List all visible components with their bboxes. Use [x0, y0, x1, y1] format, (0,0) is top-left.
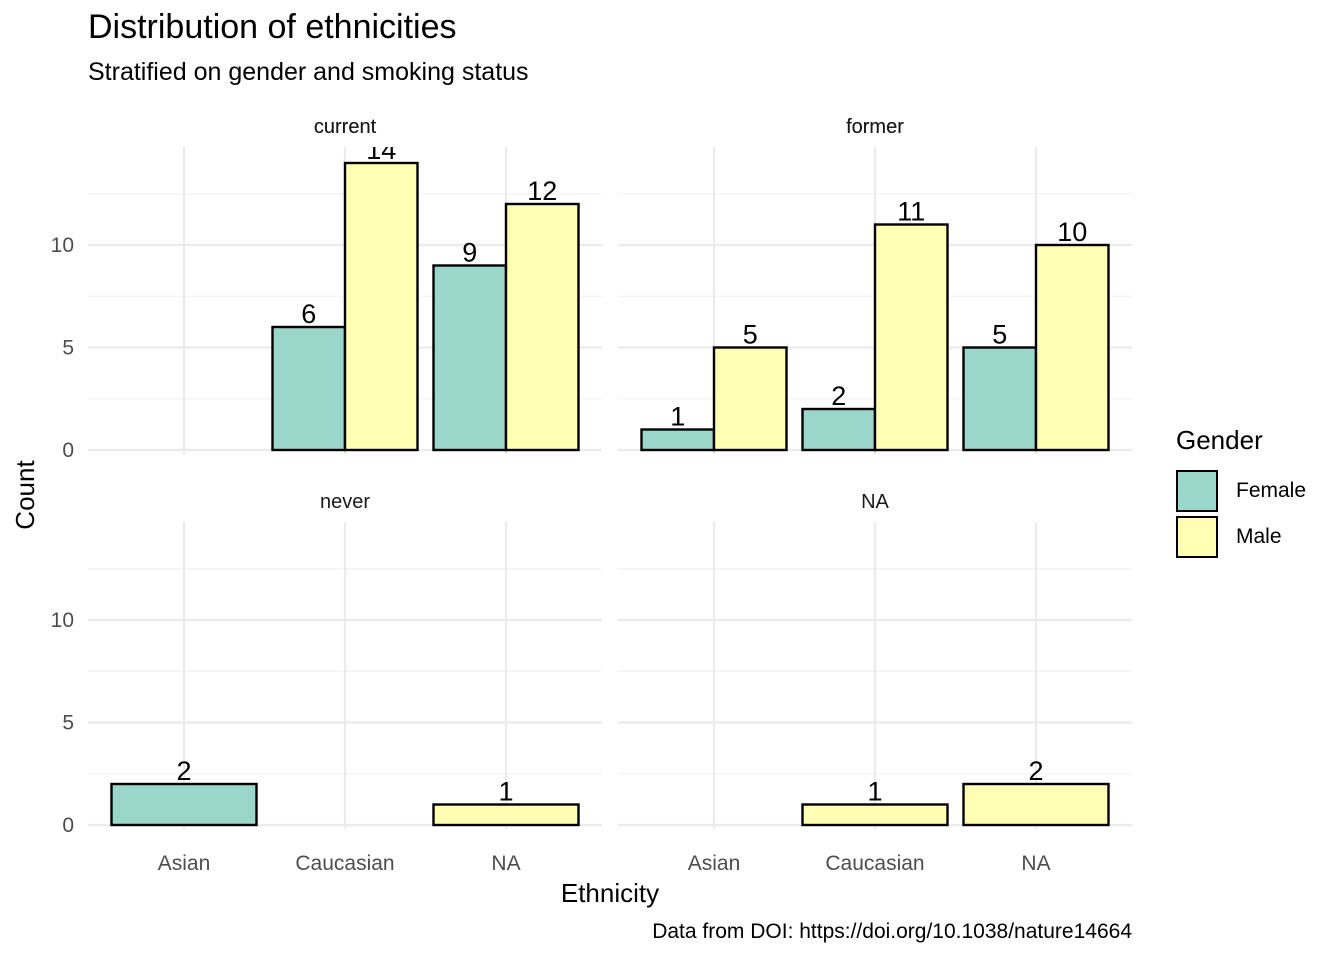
bar-male: [343, 161, 419, 452]
bar-value-label: 2: [831, 381, 846, 411]
bar-female: [640, 428, 716, 452]
bar-value-label: 2: [1028, 756, 1043, 786]
legend-item-female: Female: [1176, 468, 1306, 514]
bar-male: [712, 346, 788, 452]
bar-female: [271, 325, 347, 452]
chart-caption: Data from DOI: https://doi.org/10.1038/n…: [652, 920, 1132, 943]
legend: Gender Female Male: [1176, 425, 1306, 560]
y-tick-label: 0: [62, 814, 74, 837]
bar-male: [504, 202, 580, 452]
bar-value-label: 12: [527, 176, 557, 206]
y-tick-label: 10: [51, 609, 74, 632]
y-axis-title: Count: [10, 460, 40, 530]
bar-value-label: 11: [897, 197, 925, 227]
bar-male: [873, 223, 949, 452]
bar-male: [1034, 243, 1110, 452]
facet-label-overlay: current: [314, 116, 377, 138]
bar-value-label: 1: [867, 777, 882, 807]
bar-value-label: 5: [743, 320, 758, 350]
x-tick-label: Asian: [688, 852, 741, 875]
bar-value-label: 9: [462, 238, 477, 268]
bar-value-label: 1: [498, 777, 513, 807]
legend-item-male: Male: [1176, 514, 1306, 560]
bar-female: [962, 346, 1038, 452]
bar-female: [110, 782, 258, 827]
bar-value-label: 2: [176, 756, 191, 786]
facet-label: NA: [861, 491, 889, 513]
x-tick-label: NA: [491, 852, 520, 875]
y-tick-label: 5: [62, 712, 74, 735]
facet-label: current: [314, 116, 377, 138]
y-tick-label: 5: [62, 337, 74, 360]
facet-label-overlay: former: [846, 116, 904, 138]
bar-female: [801, 407, 877, 452]
x-tick-label: Caucasian: [295, 852, 394, 875]
legend-label-female: Female: [1236, 479, 1307, 502]
bar-male: [962, 782, 1110, 827]
bar-value-label: 5: [992, 320, 1007, 350]
y-tick-label: 10: [51, 234, 74, 257]
bar-value-label: 6: [301, 299, 316, 329]
x-axis-title: Ethnicity: [561, 878, 659, 908]
facet-label: former: [846, 116, 904, 138]
legend-title: Gender: [1176, 425, 1263, 455]
chart-title: Distribution of ethnicities: [88, 8, 457, 46]
legend-key-female: [1176, 470, 1218, 512]
bar-male: [801, 803, 949, 827]
facet-label: never: [320, 491, 370, 513]
chart-subtitle: Stratified on gender and smoking status: [88, 58, 529, 86]
bar-female: [432, 264, 508, 452]
bar-value-label: 10: [1057, 217, 1087, 247]
x-tick-label: NA: [1021, 852, 1050, 875]
legend-label-male: Male: [1236, 525, 1282, 548]
bar-value-label: 1: [670, 402, 685, 432]
panel-clip-mask: [88, 136, 1132, 147]
legend-key-male: [1176, 516, 1218, 558]
y-tick-label: 0: [62, 439, 74, 462]
x-tick-label: Caucasian: [825, 852, 924, 875]
x-tick-label: Asian: [158, 852, 211, 875]
bar-male: [432, 803, 580, 827]
